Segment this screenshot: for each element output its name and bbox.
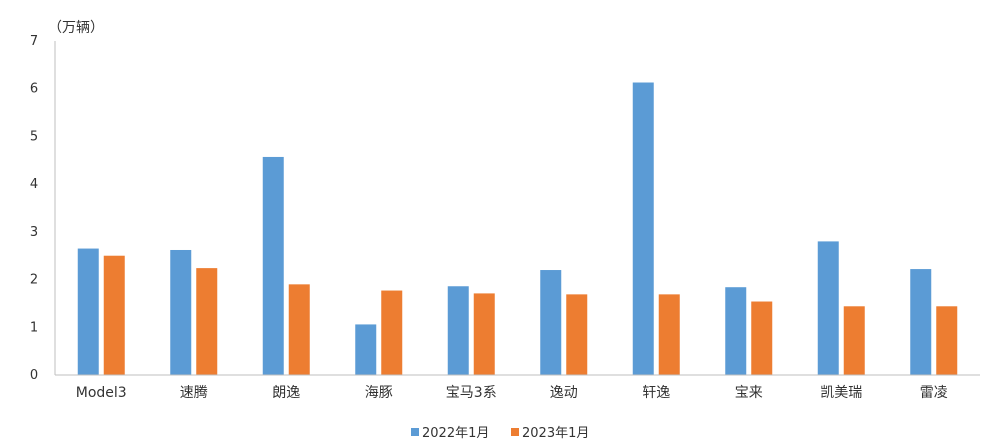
y-axis-ticks: 0 1 2 3 4 5 6 7 [30, 34, 38, 383]
legend: 2022年1月 2023年1月 [411, 426, 589, 441]
bar-series1 [355, 324, 377, 375]
bars [77, 82, 958, 376]
x-category-label: 速腾 [180, 384, 208, 401]
y-tick-label: 7 [30, 34, 38, 49]
y-tick-label: 0 [30, 368, 38, 383]
bar-series2 [288, 284, 310, 375]
bar-series2 [103, 255, 125, 375]
bar-series1 [262, 156, 284, 375]
legend-swatch [411, 428, 419, 436]
x-category-label: Model3 [76, 385, 127, 401]
legend-swatch [511, 428, 519, 436]
y-tick-label: 1 [30, 320, 38, 335]
x-category-label: 轩逸 [642, 385, 670, 401]
y-tick-label: 3 [30, 225, 38, 240]
bar-series1 [817, 241, 839, 375]
legend-label: 2022年1月 [422, 426, 489, 441]
x-category-label: 雷凌 [920, 385, 948, 401]
bar-series2 [658, 294, 680, 375]
legend-label: 2023年1月 [522, 426, 589, 441]
bar-series1 [632, 82, 654, 376]
y-tick-label: 2 [30, 273, 38, 288]
x-axis-labels: Model3 速腾 朗逸 海豚 宝马3系 逸动 轩逸 宝来 凯美瑞 雷凌 [76, 384, 948, 401]
x-category-label: 宝来 [735, 385, 763, 401]
y-tick-label: 6 [30, 82, 38, 97]
x-category-label: 逸动 [550, 385, 578, 401]
bar-series2 [936, 306, 958, 375]
y-tick-label: 4 [30, 177, 38, 192]
bar-series2 [843, 306, 865, 375]
y-axis-unit-label: （万辆） [48, 20, 104, 36]
bar-series1 [77, 248, 99, 375]
bar-series1 [910, 269, 932, 375]
x-category-label: 朗逸 [272, 385, 300, 401]
bar-series2 [566, 294, 588, 375]
bar-series2 [381, 290, 403, 375]
y-tick-label: 5 [30, 129, 38, 144]
x-category-label: 宝马3系 [446, 385, 497, 401]
bar-series2 [473, 293, 495, 375]
bar-series1 [725, 287, 747, 375]
bar-series1 [447, 286, 469, 375]
x-category-label: 凯美瑞 [820, 385, 862, 401]
bar-series1 [540, 270, 562, 375]
bar-series1 [170, 249, 192, 375]
bar-series2 [196, 268, 218, 375]
x-category-label: 海豚 [365, 385, 393, 401]
bar-series2 [751, 301, 773, 375]
